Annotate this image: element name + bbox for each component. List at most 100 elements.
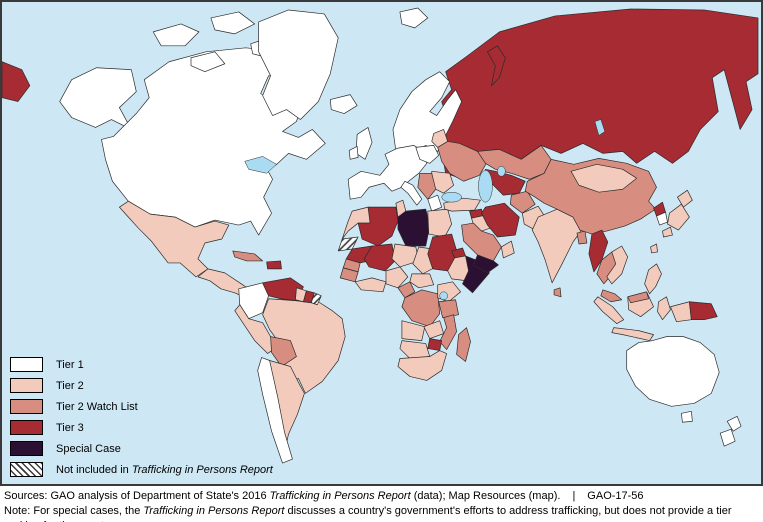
legend-row-tier2: Tier 2 [10,375,273,396]
legend-row-not-included: Not included in Trafficking in Persons R… [10,459,273,480]
region-central-african-republic [409,273,435,289]
region-sumatra [593,296,625,325]
tier1-swatch [10,357,43,372]
legend-row-tier2-watch-list: Tier 2 Watch List [10,396,273,417]
sources-report-title: Trafficking in Persons Report [269,490,411,502]
region-west-africa-coast [354,277,387,293]
region-novaya-zemlya [487,45,506,87]
region-new-zealand [726,415,742,432]
not-included-swatch [10,462,43,477]
legend-row-tier1: Tier 1 [10,354,273,375]
region-philippines [644,263,662,295]
region-greece [427,194,443,212]
special-case-swatch [10,441,43,456]
tier2-watch-list-label: Tier 2 Watch List [56,400,138,413]
region-cameroon [397,281,416,299]
region-poland [415,145,440,164]
not-included-label-prefix: Not included in [56,463,132,476]
note-text: Note: For special cases, the [4,505,144,517]
tier2-label: Tier 2 [56,379,84,392]
sources-line: Sources: GAO analysis of Department of S… [4,489,759,504]
region-mozambique [439,314,457,350]
tier3-label: Tier 3 [56,421,84,434]
region-yemen [473,254,499,274]
region-arctic-island [190,51,226,73]
region-japan [667,203,690,231]
great-lakes [244,156,277,174]
region-drc [401,289,441,328]
region-balkans [417,172,437,200]
black-sea [441,191,462,203]
region-alaska [59,67,137,130]
sources-text-suffix: (data); Map Resources (map). [410,490,561,502]
tier2-swatch [10,378,43,393]
region-australia [626,336,720,407]
region-venezuela [262,277,304,302]
region-mongolia [570,163,638,193]
region-tasmania [681,410,693,423]
region-south-africa [397,350,448,381]
sources-separator: | [572,490,576,502]
region-sulawesi [657,296,671,321]
region-japan [662,226,673,238]
region-french-guiana [311,292,322,306]
region-malaysia [600,289,623,303]
not-included-label: Not included in Trafficking in Persons R… [56,464,273,476]
note-line: Note: For special cases, the Trafficking… [4,504,759,522]
region-south-korea [656,211,668,226]
region-italy [400,180,423,206]
region-russia-west-tip [2,61,31,102]
sources-text: Sources: GAO analysis of Department of S… [4,490,270,502]
region-new-zealand [719,428,736,447]
region-angola [401,320,426,341]
region-bolivia [270,336,297,367]
region-mali [363,243,396,272]
tier2-watch-list-swatch [10,399,43,414]
tier3-swatch [10,420,43,435]
region-iceland [329,94,358,114]
special-case-label: Special Case [56,442,121,455]
tier1-label: Tier 1 [56,358,84,371]
region-madagascar [456,327,471,362]
region-java [611,327,654,341]
world-map: Tier 1 Tier 2 Tier 2 Watch List Tier 3 S… [0,0,763,486]
legend-row-special-case: Special Case [10,438,273,459]
region-iran [481,202,520,238]
world-map-svg [2,2,761,484]
note-report-title: Trafficking in Persons Report [143,505,285,517]
region-haiti [266,260,282,270]
region-taiwan [650,243,658,254]
region-ireland [348,146,359,160]
note-text-suffix: discusses a country's government's effor… [4,505,732,522]
aral-sea [497,166,506,177]
lake-victoria [439,291,448,301]
region-belarus-ukraine [437,141,488,182]
region-nigeria [385,266,409,289]
region-oman-uae [501,240,515,259]
lake-baikal [594,119,606,136]
region-papua-new-guinea [689,301,718,321]
region-arctic-island [210,11,256,35]
region-libya [397,208,431,247]
region-tanzania [438,299,459,319]
region-niger [391,243,420,268]
map-legend: Tier 1 Tier 2 Tier 2 Watch List Tier 3 S… [10,354,273,480]
region-arctic-island [152,23,200,47]
region-malaysia-borneo [627,291,649,304]
region-svalbard [399,7,429,29]
region-mexico [119,200,230,278]
region-chile [257,357,293,464]
region-cuba [232,250,263,262]
caspian-sea [478,170,493,203]
region-sri-lanka [553,287,562,298]
report-number: GAO-17-56 [587,490,644,502]
legend-row-tier3: Tier 3 [10,417,273,438]
region-greenland [258,9,339,120]
not-included-label-report-title: Trafficking in Persons Report [131,463,273,476]
region-afghanistan [509,190,536,214]
figure-footer: Sources: GAO analysis of Department of S… [0,486,763,522]
region-egypt [427,208,452,238]
region-india [531,208,582,284]
region-zimbabwe [427,338,443,351]
